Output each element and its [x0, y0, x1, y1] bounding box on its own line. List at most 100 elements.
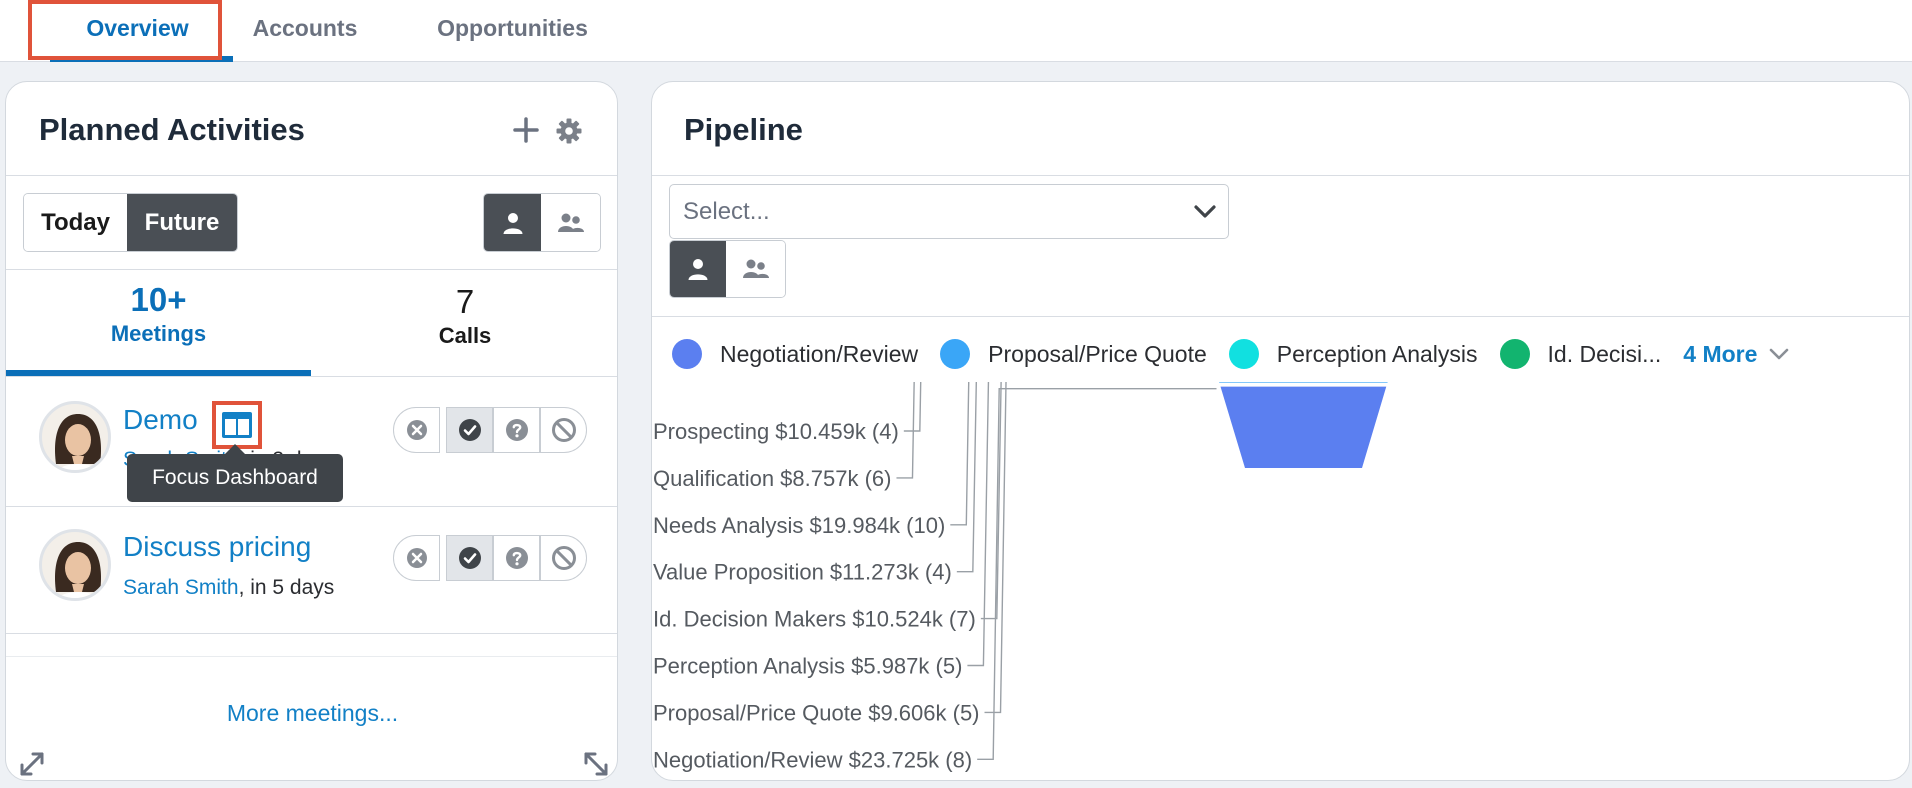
funnel-label: Value Proposition $11.273k (4)	[653, 560, 952, 585]
pipeline-filter-select[interactable]: Select...	[669, 184, 1229, 239]
list-end-divider	[6, 656, 617, 657]
team-activities-button[interactable]	[541, 194, 600, 251]
user-scope-toggle	[483, 193, 601, 252]
legend-label: Id. Decisi...	[1547, 340, 1662, 367]
activity-title-link[interactable]: Demo	[123, 404, 198, 435]
legend-label: Perception Analysis	[1276, 340, 1478, 367]
legend-item[interactable]: Negotiation/Review	[672, 339, 918, 369]
funnel-label: Negotiation/Review $23.725k (8)	[653, 747, 972, 772]
activity-status-group	[393, 535, 587, 581]
select-placeholder: Select...	[683, 197, 770, 225]
funnel-label: Qualification $8.757k (6)	[653, 466, 891, 491]
due-text: , in 5 days	[238, 576, 335, 599]
future-button[interactable]: Future	[127, 194, 237, 251]
funnel-leader-line	[967, 382, 990, 667]
top-tab-bar: Overview Accounts Opportunities	[0, 0, 1912, 62]
avatar[interactable]	[39, 529, 111, 601]
pipeline-user-toggle	[669, 240, 786, 298]
check-circle-icon	[458, 547, 481, 569]
focus-dashboard-tooltip: Focus Dashboard	[127, 444, 343, 502]
chevron-down-icon	[1194, 204, 1216, 218]
legend-item[interactable]: Perception Analysis	[1228, 339, 1478, 369]
question-circle-icon	[505, 419, 528, 441]
toggle-divider	[6, 269, 617, 270]
meetings-tab[interactable]: 10+ Meetings	[6, 281, 311, 359]
funnel-leader-line	[977, 387, 1217, 760]
funnel-leader-line	[956, 382, 978, 573]
funnel-leader-line	[950, 382, 970, 526]
my-activities-button[interactable]	[484, 194, 542, 251]
funnel-leader-line	[903, 382, 922, 432]
x-circle-icon	[406, 420, 427, 440]
team-pipeline-button[interactable]	[726, 241, 785, 297]
tentative-button[interactable]	[493, 407, 540, 453]
activity-subtitle: Sarah Smith, in 5 days	[123, 576, 334, 600]
more-meetings-link[interactable]: More meetings...	[226, 700, 399, 726]
ban-icon	[551, 546, 576, 570]
funnel-label: Proposal/Price Quote $9.606k (5)	[653, 700, 980, 725]
held-button[interactable]	[446, 535, 493, 581]
funnel-leader-line	[896, 382, 915, 479]
legend-swatch	[1228, 339, 1259, 369]
decline-button[interactable]	[540, 407, 587, 453]
legend-swatch	[940, 339, 971, 369]
planned-activities-dashlet: Planned Activities Today Future	[5, 81, 618, 781]
legend-swatch	[1499, 339, 1530, 369]
my-pipeline-button[interactable]	[670, 241, 727, 297]
legend-more-toggle[interactable]: 4 More	[1683, 341, 1789, 368]
funnel-label: Prospecting $10.459k (4)	[653, 419, 899, 444]
tabs-divider	[6, 376, 617, 377]
assignee-link[interactable]: Sarah Smith	[123, 576, 239, 599]
chevron-down-icon	[1770, 348, 1789, 360]
funnel-segment[interactable]	[1220, 386, 1387, 468]
activity-divider	[6, 506, 617, 507]
toolbar-divider	[652, 316, 1909, 317]
plus-icon[interactable]	[508, 112, 544, 148]
legend-label: Negotiation/Review	[720, 340, 919, 367]
ban-icon	[551, 418, 576, 442]
focus-dashboard-button[interactable]	[212, 401, 262, 449]
period-toggle: Today Future	[23, 193, 238, 252]
avatar[interactable]	[39, 401, 111, 473]
decline-button[interactable]	[540, 535, 587, 581]
activity-status-group	[393, 407, 587, 453]
calls-label: Calls	[438, 323, 492, 348]
expand-icon[interactable]	[16, 748, 48, 780]
dashlet-title: Planned Activities	[39, 112, 305, 147]
check-circle-icon	[458, 419, 481, 441]
meetings-tab-indicator	[6, 370, 311, 376]
legend-item[interactable]: Proposal/Price Quote	[940, 339, 1207, 369]
today-button[interactable]: Today	[24, 194, 128, 251]
tentative-button[interactable]	[493, 535, 540, 581]
tab-overview[interactable]: Overview	[86, 15, 189, 41]
funnel-label: Id. Decision Makers $10.524k (7)	[653, 607, 976, 632]
team-icon	[742, 259, 769, 278]
not-held-button[interactable]	[393, 535, 440, 581]
activity-title-link[interactable]: Discuss pricing	[123, 531, 312, 562]
tab-opportunities[interactable]: Opportunities	[437, 15, 588, 41]
gear-icon[interactable]	[551, 113, 587, 149]
funnel-label: Needs Analysis $19.984k (10)	[653, 513, 945, 538]
calls-tab[interactable]: 7 Calls	[311, 283, 617, 361]
resize-icon[interactable]	[580, 748, 612, 780]
user-icon	[503, 212, 522, 234]
header-divider	[652, 175, 1909, 176]
funnel-label: Perception Analysis $5.987k (5)	[653, 654, 962, 679]
legend-more-label: 4 More	[1683, 340, 1758, 367]
dashlet-title: Pipeline	[684, 112, 803, 147]
funnel-leader-line	[980, 382, 1002, 620]
held-button[interactable]	[446, 407, 493, 453]
pipeline-dashlet: Pipeline Select... Negotiation/Review Pr…	[651, 81, 1910, 781]
legend-label: Proposal/Price Quote	[988, 340, 1207, 367]
meetings-label: Meetings	[110, 321, 207, 346]
funnel-segment[interactable]	[1209, 382, 1397, 383]
question-circle-icon	[505, 547, 528, 569]
not-held-button[interactable]	[393, 407, 440, 453]
legend-item[interactable]: Id. Decisi...	[1499, 339, 1662, 369]
tab-accounts[interactable]: Accounts	[252, 15, 358, 41]
pipeline-funnel-chart: Prospecting $10.459k (4) Qualification $8…	[653, 382, 1397, 772]
funnel-leader-line	[984, 382, 1007, 714]
active-tab-indicator	[50, 56, 233, 62]
activity-divider	[6, 633, 617, 634]
meetings-count: 10+	[130, 281, 187, 318]
